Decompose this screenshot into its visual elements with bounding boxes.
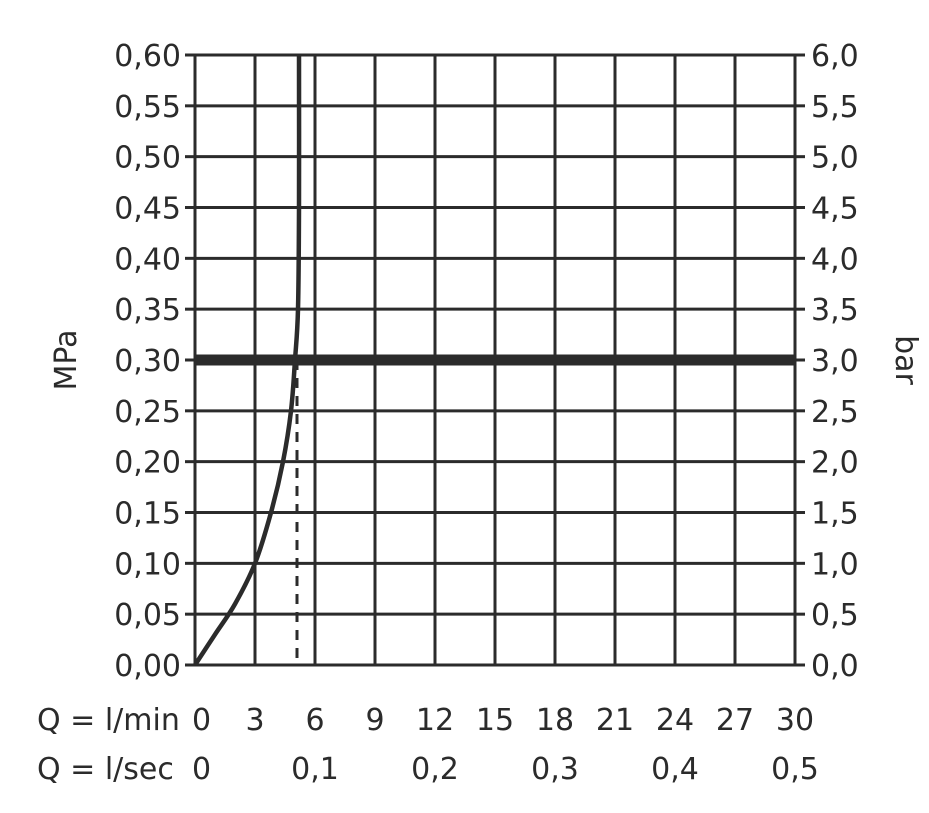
left-tick-label: 0,50 bbox=[114, 141, 181, 176]
x-tick-label: 27 bbox=[716, 703, 754, 738]
right-tick-label: 1,0 bbox=[811, 547, 859, 582]
left-tick-label: 0,40 bbox=[114, 242, 181, 277]
marks-layer bbox=[193, 54, 795, 667]
left-tick-label: 0,20 bbox=[114, 446, 181, 481]
x-tick-label: 15 bbox=[476, 703, 514, 738]
right-axis-title: bar bbox=[888, 335, 923, 385]
x-tick-label: 6 bbox=[305, 703, 324, 738]
x-tick-label: 0,5 bbox=[771, 752, 819, 787]
left-tick-label: 0,05 bbox=[114, 598, 181, 633]
right-tick-label: 5,0 bbox=[811, 141, 859, 176]
right-tick-label: 4,0 bbox=[811, 242, 859, 277]
x-tick-label: 24 bbox=[656, 703, 694, 738]
left-tick-label: 0,15 bbox=[114, 497, 181, 532]
right-tick-label: 5,5 bbox=[811, 90, 859, 125]
x-row-label: Q = l/min bbox=[37, 703, 180, 738]
x-tick-label: 0 bbox=[192, 752, 211, 787]
x-tick-label: 21 bbox=[596, 703, 634, 738]
left-tick-label: 0,30 bbox=[114, 344, 181, 379]
left-tick-label: 0,60 bbox=[114, 39, 181, 74]
right-tick-label: 0,5 bbox=[811, 598, 859, 633]
x-tick-label: 0,3 bbox=[531, 752, 579, 787]
x-tick-label: 30 bbox=[776, 703, 814, 738]
left-tick-label: 0,00 bbox=[114, 649, 181, 684]
right-tick-label: 2,0 bbox=[811, 446, 859, 481]
x-tick-label: 0 bbox=[192, 703, 211, 738]
x-tick-label: 0,1 bbox=[291, 752, 339, 787]
left-tick-label: 0,55 bbox=[114, 90, 181, 125]
x-tick-label: 3 bbox=[245, 703, 264, 738]
right-tick-label: 2,5 bbox=[811, 395, 859, 430]
series-line bbox=[193, 54, 302, 667]
x-tick-label: 0,2 bbox=[411, 752, 459, 787]
x-tick-label: 9 bbox=[365, 703, 384, 738]
right-tick-label: 6,0 bbox=[811, 39, 859, 74]
right-tick-label: 0,0 bbox=[811, 649, 859, 684]
x-tick-label: 12 bbox=[416, 703, 454, 738]
left-tick-label: 0,10 bbox=[114, 547, 181, 582]
left-axis-title: MPa bbox=[49, 329, 84, 390]
right-tick-label: 1,5 bbox=[811, 497, 859, 532]
left-tick-label: 0,45 bbox=[114, 192, 181, 227]
left-tick-label: 0,25 bbox=[114, 395, 181, 430]
left-tick-label: 0,35 bbox=[114, 293, 181, 328]
x-tick-label: 18 bbox=[536, 703, 574, 738]
right-tick-label: 3,5 bbox=[811, 293, 859, 328]
x-row-label: Q = l/sec bbox=[37, 752, 174, 787]
label-layer: 0,00 0,00,05 0,50,10 1,00,15 1,50,20 2,00,25 2… bbox=[37, 39, 859, 787]
right-tick-label: 4,5 bbox=[811, 192, 859, 227]
right-tick-label: 3,0 bbox=[811, 344, 859, 379]
x-tick-label: 0,4 bbox=[651, 752, 699, 787]
